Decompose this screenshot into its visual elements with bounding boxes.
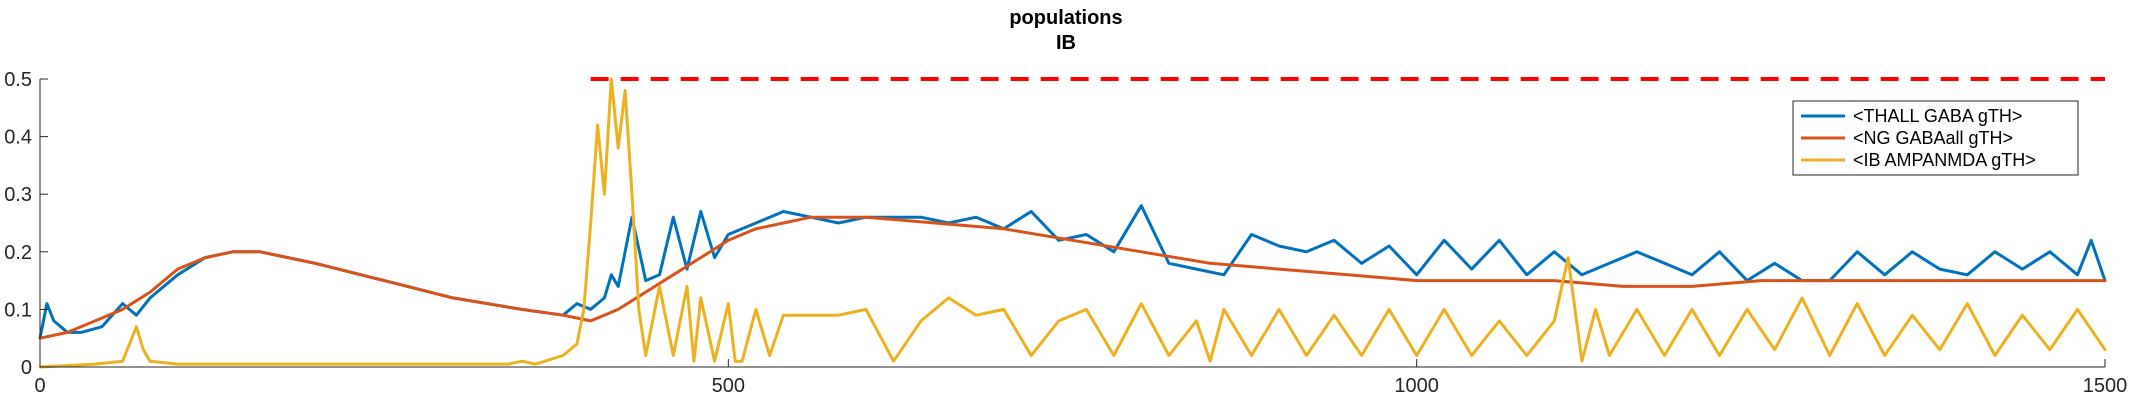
plot-area	[40, 79, 2105, 367]
series-line-3	[38, 77, 2107, 369]
y-tick-label: 0.3	[4, 184, 32, 206]
y-tick-label: 0.2	[4, 242, 32, 264]
x-tick-label: 0	[34, 375, 45, 397]
ticks-layer: 0 500 1000 1500 0 0.1 0.2 0.3 0.4 0.5	[4, 69, 2127, 397]
series-line-2	[38, 215, 2107, 340]
plot-background	[40, 79, 2105, 367]
legend: <THALL GABA gTH><NG GABAall gTH><IB AMPA…	[1792, 100, 2079, 176]
y-tick-label: 0	[21, 357, 32, 379]
y-tick-label: 0.4	[4, 127, 32, 149]
y-tick-label: 0.5	[4, 69, 32, 91]
series-layer	[38, 77, 2107, 369]
x-tick-label: 1000	[1394, 375, 1439, 397]
legend-label: <IB AMPANMDA gTH>	[1853, 150, 2036, 170]
chart-subtitle: IB	[1056, 32, 1076, 54]
legend-label: <NG GABAall gTH>	[1853, 128, 2013, 148]
x-tick-label: 500	[712, 375, 745, 397]
chart-title: populations	[1009, 7, 1122, 29]
axes-layer	[39, 79, 2105, 368]
x-tick-label: 1500	[2083, 375, 2128, 397]
y-tick-label: 0.1	[4, 299, 32, 321]
legend-label: <THALL GABA gTH>	[1853, 106, 2022, 126]
